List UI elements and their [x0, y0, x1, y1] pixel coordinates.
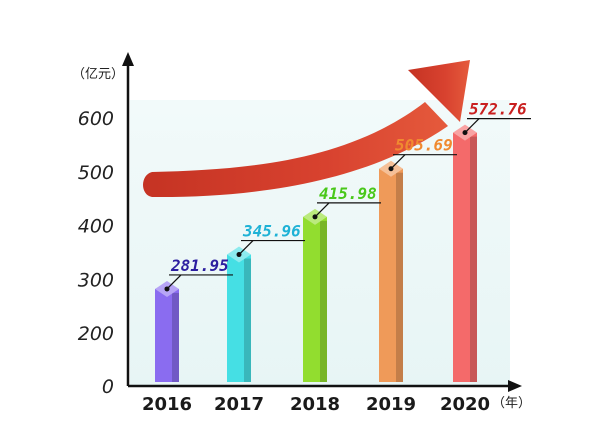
y-tick-label: 0 [102, 376, 114, 398]
value-label: 345.96 [242, 222, 301, 241]
value-leader-line [166, 274, 182, 290]
value-leader-line [390, 154, 406, 170]
category-label: 2017 [214, 394, 264, 415]
value-label-group: 281.95 [166, 256, 233, 290]
value-label-group: 345.96 [238, 222, 305, 255]
y-tick-label: 400 [78, 216, 114, 238]
value-label: 281.95 [170, 256, 229, 275]
trend-arrow-body [143, 102, 448, 198]
value-label: 505.69 [395, 136, 453, 155]
value-leader-line [314, 202, 330, 218]
x-axis-arrowhead [508, 380, 522, 392]
y-tick-labels: 0 200 300 400 500 600 [78, 108, 114, 398]
value-label-group: 415.98 [314, 184, 381, 218]
value-labels: 281.95 345.96 415.98 505.69 572.76 [166, 100, 531, 290]
category-label: 2020 [440, 394, 490, 415]
bar [227, 246, 251, 382]
value-label: 415.98 [319, 184, 377, 203]
bar-side [320, 220, 327, 382]
y-axis-arrowhead [122, 52, 134, 66]
bar-side [396, 172, 403, 382]
x-axis-unit-label: （年） [492, 396, 531, 411]
trend-arrow-head [408, 60, 470, 122]
bar [453, 124, 477, 382]
bar-side [172, 292, 179, 382]
y-tick-label: 500 [78, 162, 114, 184]
bars-group [155, 124, 477, 382]
axes-group: （亿元） （年） [72, 52, 531, 411]
value-label-group: 505.69 [390, 136, 457, 170]
bar [379, 160, 403, 382]
y-axis-unit-label: （亿元） [72, 67, 124, 82]
y-tick-label: 300 [78, 269, 114, 291]
bar-side [244, 258, 251, 382]
category-label: 2019 [366, 394, 416, 415]
category-label: 2018 [290, 394, 340, 415]
y-tick-label: 600 [78, 108, 114, 130]
value-leader-line [238, 240, 254, 255]
trend-arrow [143, 60, 470, 198]
bar [303, 208, 327, 382]
x-tick-labels: 2016 2017 2018 2019 2020 [142, 394, 490, 415]
value-leader-line [464, 118, 480, 134]
bar-side [470, 136, 477, 382]
value-label: 572.76 [469, 100, 527, 119]
bar [155, 280, 179, 382]
y-tick-label: 200 [78, 323, 114, 345]
value-label-group: 572.76 [464, 100, 531, 134]
category-label: 2016 [142, 394, 192, 415]
